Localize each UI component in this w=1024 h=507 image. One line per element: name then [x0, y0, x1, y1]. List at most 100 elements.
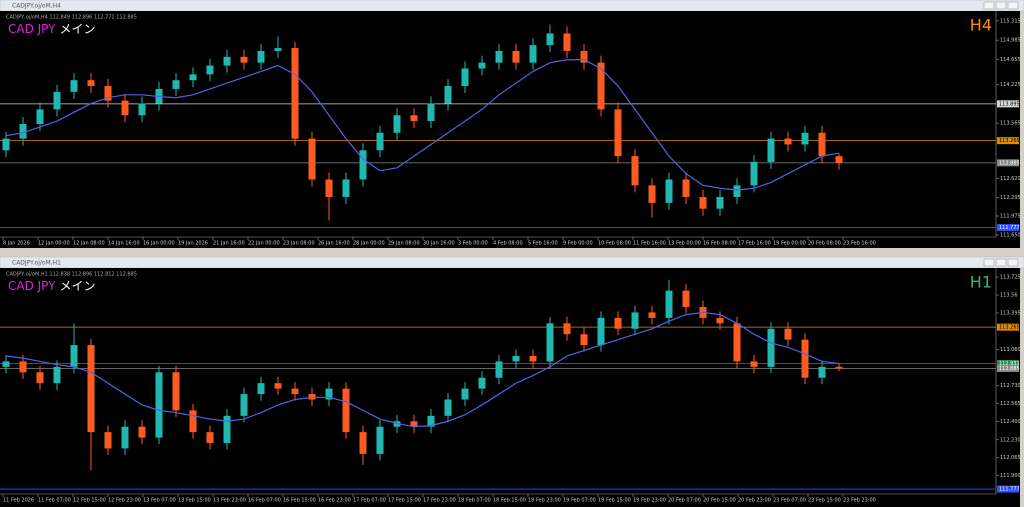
candle-body: [172, 80, 180, 89]
candle-body: [427, 103, 435, 122]
candle-body: [325, 388, 333, 400]
candle-body: [767, 138, 775, 162]
candle-body: [376, 426, 384, 454]
x-tick-label: 3 Feb 00:00: [458, 241, 488, 247]
y-tick-label: 113.060: [1000, 347, 1021, 353]
candle-body: [189, 410, 197, 433]
candle-body: [699, 197, 707, 209]
candle-body: [835, 366, 843, 369]
y-tick-label: 114.225: [1000, 82, 1021, 88]
y-tick-label: 113.56: [1000, 293, 1018, 299]
candle-body: [767, 328, 775, 367]
candle-body: [36, 109, 44, 124]
x-tick-label: 19 Feb 23:00: [633, 498, 666, 504]
candle-body: [529, 45, 537, 63]
x-tick-label: 9 Feb 00:00: [563, 241, 593, 247]
price-tag: [997, 100, 1019, 108]
window-button[interactable]: [983, 1, 995, 10]
price-tag: [997, 224, 1019, 232]
candle-body: [410, 115, 418, 122]
candle-body: [529, 355, 537, 362]
x-tick-label: 20 Feb 07:00: [668, 498, 701, 504]
candle-body: [342, 179, 350, 198]
window-title: CADJPY.oj/oM,H1: [12, 260, 61, 267]
candle-body: [444, 399, 452, 416]
candle-body: [359, 432, 367, 454]
candle-body: [563, 33, 571, 51]
candle-body: [597, 62, 605, 110]
y-tick-label: 112.620: [1000, 176, 1021, 182]
candle-body: [427, 415, 435, 427]
y-tick-label: 111.650: [1000, 233, 1021, 239]
window-button[interactable]: [1007, 258, 1019, 267]
price-tag-label: 113.895: [999, 101, 1020, 107]
y-tick-label: 112.065: [1000, 455, 1021, 461]
x-tick-label: 5 Feb 16:00: [528, 241, 558, 247]
candle-body: [478, 62, 486, 69]
candle-body: [784, 328, 792, 340]
x-tick-label: 10 Feb 08:00: [598, 241, 631, 247]
candle-body: [648, 312, 656, 318]
candle-body: [172, 372, 180, 411]
candle-body: [512, 50, 520, 63]
price-tag: [997, 359, 1019, 367]
candle-body: [325, 179, 333, 198]
chart-header: CAD JPY メイン: [8, 22, 96, 36]
x-tick-label: 18 Feb 07:00: [458, 498, 491, 504]
x-tick-label: 30 Jan 16:00: [423, 241, 455, 247]
price-tag-label: 112.885: [999, 366, 1020, 372]
x-tick-label: 16 Feb 07:00: [248, 498, 281, 504]
candle-body: [53, 366, 61, 384]
candle-body: [189, 74, 197, 81]
candle-body: [240, 394, 248, 416]
candle-body: [733, 185, 741, 198]
price-tag-label: 112.931: [999, 361, 1020, 367]
candle-body: [801, 339, 809, 378]
candle-body: [461, 388, 469, 400]
window-button[interactable]: [995, 258, 1007, 267]
candle-body: [308, 138, 316, 180]
candle-body: [750, 161, 758, 186]
x-tick-label: 23 Feb 16:00: [843, 241, 876, 247]
candle-body: [461, 68, 469, 87]
symbol: CAD JPY: [8, 22, 56, 36]
price-tag: [997, 323, 1019, 331]
candle-body: [818, 366, 826, 378]
x-tick-label: 17 Feb 07:00: [353, 498, 386, 504]
x-tick-label: 20 Feb 23:00: [738, 498, 771, 504]
window-button[interactable]: [1007, 1, 1019, 10]
price-tag: [997, 364, 1019, 372]
candle-body: [206, 432, 214, 444]
candle-body: [410, 421, 418, 427]
candle-body: [478, 377, 486, 389]
x-tick-label: 23 Jan 08:00: [283, 241, 315, 247]
x-tick-label: 19 Feb 00:00: [773, 241, 806, 247]
y-tick-label: 113.395: [1000, 310, 1021, 316]
candle-body: [682, 290, 690, 307]
price-tag-label: 111.777: [999, 487, 1020, 493]
price-tag-label: 112.885: [999, 160, 1020, 166]
y-tick-label: 112.230: [1000, 437, 1021, 443]
candle-body: [393, 115, 401, 133]
window-button[interactable]: [983, 258, 995, 267]
candle-body: [784, 138, 792, 145]
y-tick-label: 115.315: [1000, 18, 1021, 24]
chart-area: [0, 11, 1020, 248]
chart-header: CAD JPY メイン: [8, 279, 96, 293]
candle-body: [750, 361, 758, 367]
candle-body: [70, 345, 78, 367]
x-tick-label: 13 Feb 00:00: [668, 241, 701, 247]
candle-body: [291, 48, 299, 139]
x-tick-label: 8 Jan 2026: [3, 241, 30, 247]
y-tick-label: 114.985: [1000, 38, 1021, 44]
window-title: CADJPY.oj/oM,H4: [12, 3, 61, 10]
candle-body: [631, 312, 639, 329]
x-tick-label: 12 Jan 08:00: [73, 241, 105, 247]
x-tick-label: 14 Jan 16:00: [108, 241, 140, 247]
x-tick-label: 18 Feb 15:00: [493, 498, 526, 504]
x-tick-label: 11 Feb 16:00: [633, 241, 666, 247]
price-tag: [997, 137, 1019, 145]
x-tick-label: 16 Feb 08:00: [703, 241, 736, 247]
window-button[interactable]: [995, 1, 1007, 10]
